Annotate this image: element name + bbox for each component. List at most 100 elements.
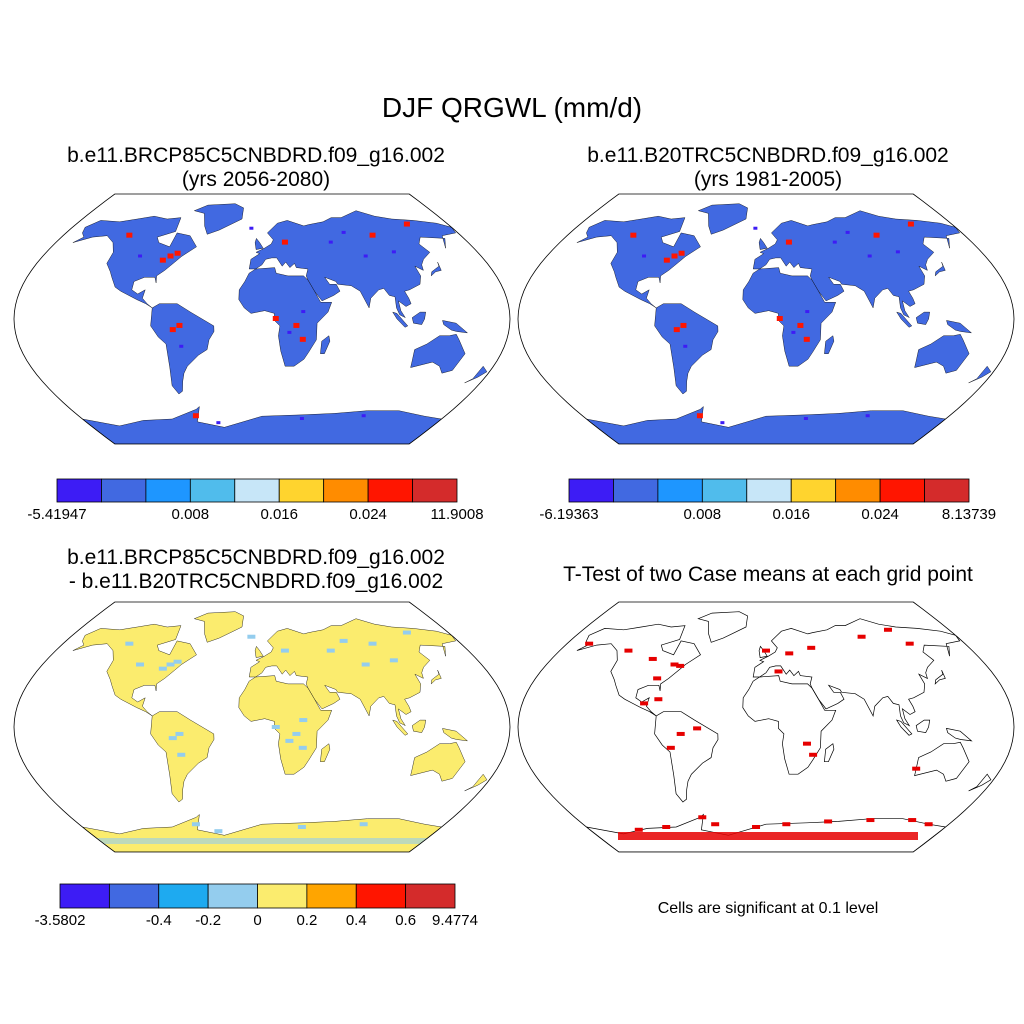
- low-value-cell: [867, 254, 872, 258]
- negative-diff-cell: [361, 662, 370, 667]
- japan-landmass: [430, 670, 442, 685]
- low-value-cell: [805, 310, 810, 314]
- high-value-cell: [663, 257, 670, 263]
- africa-landmass: [238, 267, 332, 367]
- high-value-cell: [907, 221, 914, 227]
- map-outline: [13, 193, 511, 445]
- high-value-cell: [293, 322, 300, 328]
- low-value-cell: [720, 421, 725, 425]
- significant-cell: [785, 651, 794, 656]
- australia-landmass: [410, 742, 466, 782]
- significant-cell: [908, 818, 917, 823]
- colorbar-label: -0.4: [145, 912, 172, 929]
- high-value-cell: [281, 239, 288, 245]
- japan-landmass: [934, 669, 946, 685]
- high-value-cell: [369, 232, 376, 238]
- greenland-landmass: [193, 203, 244, 235]
- panel1-map: [13, 193, 511, 445]
- high-value-cell: [159, 257, 166, 263]
- significant-cell: [807, 645, 816, 650]
- colorbar-swatch: [278, 478, 325, 503]
- australia-landmass: [410, 334, 466, 374]
- high-value-cell: [167, 253, 174, 259]
- antarctic-significant-band: [618, 832, 918, 840]
- colorbar-label: -3.5802: [34, 912, 86, 929]
- colorbar-swatch: [701, 478, 748, 503]
- panel3-title: b.e11.BRCP85C5CNBDRD.f09_g16.002 - b.e11…: [0, 546, 512, 594]
- significant-cell: [762, 648, 770, 653]
- colorbar-swatch: [189, 478, 236, 503]
- low-value-cell: [361, 414, 366, 418]
- high-value-cell: [126, 232, 133, 238]
- colorbar-label: 0.6: [395, 912, 417, 929]
- significant-cell: [624, 648, 633, 653]
- colorbar-swatch: [924, 478, 970, 503]
- panel1-title-line1: b.e11.BRCP85C5CNBDRD.f09_g16.002: [67, 144, 445, 167]
- negative-diff-cell: [298, 745, 307, 750]
- map-outline: [517, 601, 1015, 853]
- madagascar-landmass: [320, 335, 331, 354]
- new-guinea-landmass: [946, 727, 973, 742]
- figure-title: DJF QRGWL (mm/d): [381, 92, 643, 123]
- panel2-title-line2: (yrs 1981-2005): [693, 168, 843, 191]
- negative-diff-cell: [177, 752, 186, 757]
- new-zealand-landmass: [968, 365, 992, 384]
- high-value-cell: [671, 253, 678, 259]
- high-value-cell: [803, 336, 810, 342]
- colorbar-label: 0.2: [296, 912, 318, 929]
- great-britain-landmass: [758, 237, 768, 250]
- low-value-cell: [642, 254, 647, 258]
- land-layer: [72, 611, 488, 852]
- high-value-cell: [174, 250, 181, 256]
- colorbar-swatch: [108, 883, 160, 909]
- negative-diff-cell: [280, 648, 289, 653]
- colorbar-label: 0.016: [772, 506, 810, 523]
- panel2-title-line1: b.e11.B20TRC5CNBDRD.f09_g16.002: [587, 144, 949, 167]
- low-value-cell: [249, 226, 254, 230]
- negative-diff-cell: [359, 822, 368, 827]
- low-value-cell: [865, 414, 870, 418]
- land-layer: [576, 203, 992, 444]
- negative-diff-cell: [389, 658, 398, 663]
- high-value-cell: [403, 221, 410, 227]
- colorbar-label: 0.008: [683, 506, 722, 523]
- africa-landmass: [742, 267, 836, 367]
- low-value-cell: [753, 226, 758, 230]
- north-america-landmass: [72, 623, 197, 717]
- low-value-cell: [832, 240, 837, 244]
- great-britain-landmass: [758, 645, 768, 659]
- antarctica-landmass: [586, 406, 947, 444]
- greenland-landmass: [193, 611, 244, 643]
- negative-diff-cell: [136, 662, 145, 667]
- colorbar-label: 8.13739: [941, 506, 997, 523]
- low-value-cell: [287, 330, 292, 334]
- negative-diff-cell: [214, 829, 223, 834]
- panel4-title: T-Test of two Case means at each grid po…: [563, 563, 973, 586]
- colorbar-swatch: [835, 478, 881, 503]
- colorbar-label: -0.2: [195, 912, 222, 929]
- significant-cell: [774, 669, 783, 674]
- panel2-map: [517, 193, 1015, 445]
- colorbar-swatch: [412, 478, 458, 503]
- low-value-cell: [363, 254, 368, 258]
- panel3-title-line2: - b.e11.B20TRC5CNBDRD.f09_g16.002: [68, 570, 444, 593]
- significant-cell: [676, 663, 685, 668]
- low-value-cell: [301, 310, 306, 314]
- negative-diff-cell: [299, 718, 308, 723]
- significant-cell: [711, 822, 720, 827]
- significant-cell: [883, 627, 892, 632]
- high-value-cell: [176, 322, 183, 328]
- significant-cell: [634, 827, 643, 832]
- north-america-landmass: [72, 215, 197, 309]
- negative-diff-cell: [297, 825, 306, 829]
- colorbar-swatch: [56, 478, 102, 503]
- colorbar-swatch: [59, 883, 110, 909]
- negative-diff-cell: [125, 641, 134, 646]
- high-value-cell: [696, 413, 703, 419]
- significant-cell: [912, 766, 921, 771]
- significant-cell: [857, 634, 866, 639]
- borneo-landmass: [411, 311, 426, 325]
- significant-cell: [585, 641, 594, 646]
- sumatra-landmass: [896, 311, 913, 328]
- low-value-cell: [299, 417, 304, 420]
